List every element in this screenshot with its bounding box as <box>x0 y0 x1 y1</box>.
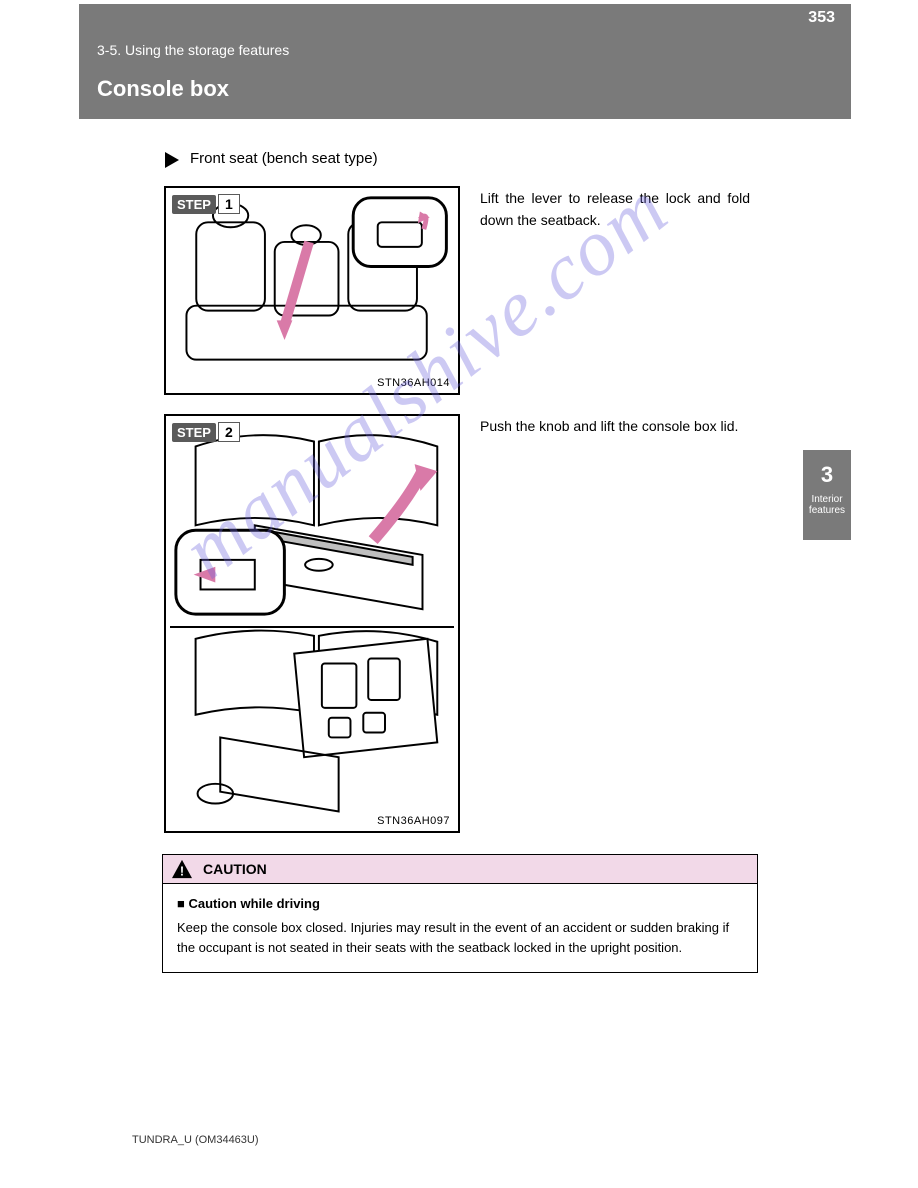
svg-text:!: ! <box>180 863 184 878</box>
image-id-2: STN36AH097 <box>377 815 450 827</box>
console-illustration <box>166 416 458 831</box>
chapter-tab: 3 Interior features <box>803 450 851 540</box>
header-title: Console box <box>97 76 229 102</box>
step-badge-1: STEP 1 <box>172 194 240 214</box>
caution-panel: ! CAUTION ■ Caution while driving Keep t… <box>162 854 758 973</box>
footer-text: TUNDRA_U (OM34463U) <box>132 1134 259 1146</box>
step-label: STEP <box>172 195 216 214</box>
chapter-label: Interior features <box>809 494 845 516</box>
caution-title: CAUTION <box>203 861 267 877</box>
caution-body: ■ Caution while driving Keep the console… <box>163 884 757 972</box>
step-1-caption: Lift the lever to release the lock and f… <box>480 188 750 231</box>
section-path: 3-5. Using the storage features <box>97 42 289 58</box>
caution-header: ! CAUTION <box>163 855 757 884</box>
chapter-number: 3 <box>803 462 851 488</box>
step-number: 2 <box>218 422 240 442</box>
figure-step-1: STEP 1 STN36AH014 <box>164 186 460 395</box>
page-number: 353 <box>808 9 835 27</box>
warning-triangle-icon: ! <box>171 859 193 879</box>
step-badge-2: STEP 2 <box>172 422 240 442</box>
list-arrow-icon <box>165 152 179 168</box>
image-id-1: STN36AH014 <box>377 377 450 389</box>
step-2-caption: Push the knob and lift the console box l… <box>480 416 750 438</box>
seat-illustration-1 <box>166 188 458 393</box>
subtitle: Front seat (bench seat type) <box>190 150 378 167</box>
figure-divider <box>170 626 454 628</box>
page-header: 353 3-5. Using the storage features Cons… <box>79 4 851 119</box>
step-label: STEP <box>172 423 216 442</box>
step-number: 1 <box>218 194 240 214</box>
figure-step-2: STEP 2 <box>164 414 460 833</box>
caution-text: Keep the console box closed. Injuries ma… <box>177 918 743 958</box>
caution-heading: ■ Caution while driving <box>177 894 743 914</box>
